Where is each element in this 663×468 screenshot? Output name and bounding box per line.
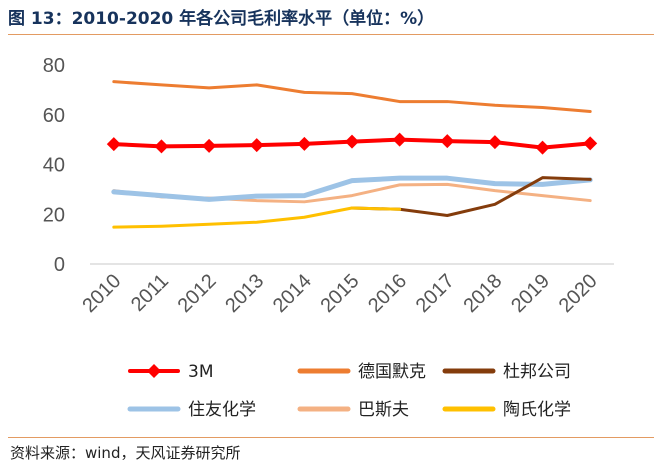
y-tick-label: 20 [43, 204, 65, 226]
series-line [112, 206, 402, 229]
x-tick-label: 2017 [412, 270, 459, 317]
legend-label: 3M [188, 362, 213, 382]
title-divider [8, 34, 654, 35]
series-line [111, 175, 593, 202]
legend-label: 德国默克 [358, 362, 426, 382]
x-tick-label: 2015 [317, 270, 364, 317]
legend-label: 巴斯夫 [358, 400, 409, 420]
y-axis-ticks: 0 20 40 60 80 [43, 55, 65, 276]
data-point-marker [535, 140, 550, 155]
y-tick-label: 0 [54, 254, 65, 276]
legend-label: 陶氏化学 [503, 400, 571, 420]
figure-title: 图 13：2010-2020 年各公司毛利率水平（单位：%） [8, 9, 435, 29]
y-tick-label: 80 [43, 55, 65, 77]
x-tick-label: 2018 [459, 270, 506, 317]
data-point-marker [345, 134, 359, 149]
x-tick-label: 2016 [364, 270, 411, 317]
legend-label: 住友化学 [188, 400, 256, 420]
data-point-marker [106, 137, 121, 152]
data-point-marker [202, 138, 217, 153]
footer-divider [8, 437, 654, 438]
x-tick-label: 2012 [174, 270, 221, 317]
x-tick-label: 2010 [78, 270, 125, 317]
data-point-marker [297, 136, 312, 151]
source-note: 资料来源：wind，天风证券研究所 [10, 444, 241, 462]
series-line [112, 80, 592, 114]
data-point-marker [440, 134, 455, 149]
x-axis-ticks: 2010 2011 2012 2013 2014 2015 2016 2017 2018 2019… [78, 270, 601, 317]
data-point-marker [154, 139, 169, 154]
legend-label: 杜邦公司 [503, 362, 571, 382]
data-point-marker [487, 135, 502, 150]
data-point-marker [249, 138, 264, 153]
x-tick-label: 2011 [127, 270, 173, 316]
x-tick-label: 2014 [269, 270, 316, 317]
y-tick-label: 60 [43, 105, 65, 127]
legend-marker [147, 364, 161, 378]
x-tick-label: 2013 [221, 270, 268, 317]
x-tick-label: 2019 [507, 270, 554, 317]
series-layer [106, 80, 598, 229]
data-point-marker [392, 132, 407, 147]
y-tick-label: 40 [43, 155, 65, 177]
data-point-marker [583, 136, 598, 151]
x-tick-label: 2020 [555, 270, 602, 317]
